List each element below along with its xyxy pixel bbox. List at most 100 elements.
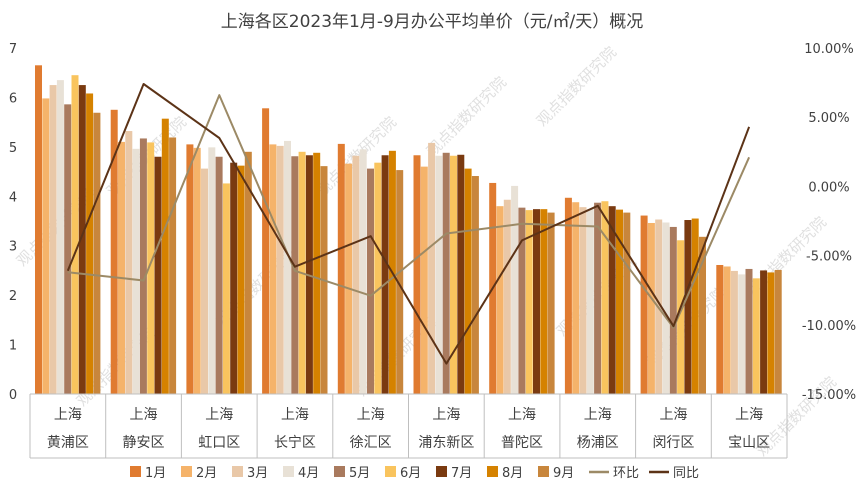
y2-tick-label: 5.00% bbox=[808, 111, 849, 126]
axes-layer: 0 1 2 3 4 5 6 7 -15.00% -10.00% -5.00% 0.00% 5.00% 10… bbox=[9, 42, 856, 459]
y-tick-label: 3 bbox=[9, 240, 17, 255]
bar-1月-杨浦区 bbox=[564, 197, 572, 394]
bar-5月-黄浦区 bbox=[64, 104, 72, 394]
bar-4月-杨浦区 bbox=[586, 209, 594, 394]
bar-8月-浦东新区 bbox=[464, 168, 472, 394]
bar-1月-虹口区 bbox=[186, 144, 194, 394]
legend-swatch-4月 bbox=[283, 466, 294, 477]
legend-swatch-2月 bbox=[181, 466, 192, 477]
bar-5月-普陀区 bbox=[518, 207, 526, 394]
category-label: 杨浦区 bbox=[577, 435, 619, 451]
bar-3月-宝山区 bbox=[730, 270, 738, 394]
legend: 1月 2月 3月 4月 5月 6月 7月 8月 9月 环比 同比 bbox=[130, 466, 699, 481]
bar-2月-闵行区 bbox=[647, 222, 655, 394]
bar-9月-虹口区 bbox=[244, 151, 252, 394]
category-label: 浦东新区 bbox=[418, 435, 474, 451]
legend-swatch-7月 bbox=[436, 466, 447, 477]
y2-tick-label: -15.00% bbox=[802, 388, 856, 403]
bar-2月-宝山区 bbox=[723, 266, 731, 394]
category-label: 长宁区 bbox=[274, 434, 316, 451]
category-group-label: 上海 bbox=[432, 407, 460, 423]
bar-4月-虹口区 bbox=[208, 147, 216, 394]
line-series-环比 bbox=[67, 94, 751, 329]
legend-label-同比: 同比 bbox=[673, 466, 699, 481]
legend-label-7月: 7月 bbox=[451, 466, 472, 481]
bar-3月-普陀区 bbox=[503, 199, 511, 394]
bar-6月-浦东新区 bbox=[450, 155, 457, 394]
category-group-label: 上海 bbox=[130, 407, 158, 423]
category-label: 普陀区 bbox=[501, 435, 543, 451]
bar-4月-黄浦区 bbox=[56, 80, 64, 394]
bar-9月-杨浦区 bbox=[623, 212, 631, 394]
bar-7月-闵行区 bbox=[684, 220, 692, 394]
category-label: 虹口区 bbox=[198, 435, 240, 451]
category-group-label: 上海 bbox=[205, 407, 233, 423]
y-tick-label: 2 bbox=[9, 289, 17, 304]
bar-7月-黄浦区 bbox=[78, 85, 86, 394]
bar-5月-静安区 bbox=[139, 138, 147, 394]
bar-6月-普陀区 bbox=[525, 210, 533, 394]
bar-7月-虹口区 bbox=[230, 162, 238, 394]
category-group-label: 上海 bbox=[508, 407, 536, 423]
category-group-label: 上海 bbox=[735, 407, 763, 423]
bar-4月-普陀区 bbox=[511, 185, 519, 394]
category-group-label: 上海 bbox=[281, 407, 309, 423]
bar-2月-黄浦区 bbox=[42, 98, 50, 395]
line-series-同比 bbox=[66, 83, 751, 365]
bar-5月-杨浦区 bbox=[594, 202, 602, 394]
bar-1月-宝山区 bbox=[716, 264, 724, 394]
bar-8月-长宁区 bbox=[313, 152, 321, 394]
bar-6月-宝山区 bbox=[752, 278, 760, 394]
bar-9月-闵行区 bbox=[699, 236, 706, 394]
category-label: 徐汇区 bbox=[350, 435, 392, 451]
category-label: 静安区 bbox=[123, 435, 165, 451]
bar-4月-浦东新区 bbox=[435, 155, 443, 394]
bar-5月-长宁区 bbox=[291, 156, 299, 394]
bar-6月-徐汇区 bbox=[374, 162, 382, 394]
watermark-text: 观点指数研究院 bbox=[423, 73, 510, 160]
lines-layer bbox=[66, 83, 751, 365]
watermark-text: 观点指数研究院 bbox=[533, 43, 620, 130]
bar-5月-虹口区 bbox=[215, 156, 223, 394]
bar-2月-虹口区 bbox=[193, 147, 201, 394]
bar-3月-静安区 bbox=[125, 131, 133, 395]
legend-label-2月: 2月 bbox=[196, 466, 217, 481]
bar-8月-黄浦区 bbox=[86, 93, 94, 394]
legend-label-5月: 5月 bbox=[349, 466, 370, 481]
legend-swatch-8月 bbox=[487, 466, 498, 477]
category-label: 闵行区 bbox=[652, 435, 694, 451]
bar-1月-徐汇区 bbox=[337, 143, 345, 394]
bar-4月-静安区 bbox=[132, 148, 140, 394]
bar-6月-静安区 bbox=[147, 142, 155, 394]
bar-7月-杨浦区 bbox=[608, 206, 616, 394]
bar-7月-浦东新区 bbox=[457, 154, 465, 394]
bar-3月-浦东新区 bbox=[428, 142, 436, 394]
legend-swatch-9月 bbox=[538, 466, 549, 477]
legend-label-9月: 9月 bbox=[553, 466, 574, 481]
legend-label-1月: 1月 bbox=[145, 466, 166, 481]
bar-4月-长宁区 bbox=[284, 140, 291, 394]
bar-3月-徐汇区 bbox=[352, 155, 360, 394]
bar-2月-长宁区 bbox=[269, 144, 277, 394]
bar-9月-黄浦区 bbox=[93, 112, 101, 394]
bar-7月-徐汇区 bbox=[381, 155, 389, 394]
bar-2月-杨浦区 bbox=[572, 202, 580, 394]
bar-1月-闵行区 bbox=[640, 215, 648, 394]
bar-5月-闵行区 bbox=[669, 226, 677, 394]
bar-1月-黄浦区 bbox=[35, 65, 42, 395]
bar-7月-宝山区 bbox=[760, 270, 768, 394]
bar-6月-闵行区 bbox=[677, 240, 685, 394]
category-label: 宝山区 bbox=[728, 435, 770, 451]
bar-5月-浦东新区 bbox=[442, 152, 450, 394]
bar-5月-徐汇区 bbox=[367, 168, 374, 394]
y-tick-label: 4 bbox=[9, 190, 17, 205]
category-group-label: 上海 bbox=[357, 407, 385, 423]
bar-6月-虹口区 bbox=[222, 183, 230, 394]
bar-4月-宝山区 bbox=[738, 274, 746, 394]
bar-1月-长宁区 bbox=[262, 108, 270, 395]
bar-4月-闵行区 bbox=[662, 222, 670, 394]
y2-tick-label: -10.00% bbox=[802, 319, 856, 334]
legend-swatch-1月 bbox=[130, 466, 141, 477]
y-tick-label: 7 bbox=[9, 42, 17, 57]
bars-layer bbox=[35, 65, 782, 395]
